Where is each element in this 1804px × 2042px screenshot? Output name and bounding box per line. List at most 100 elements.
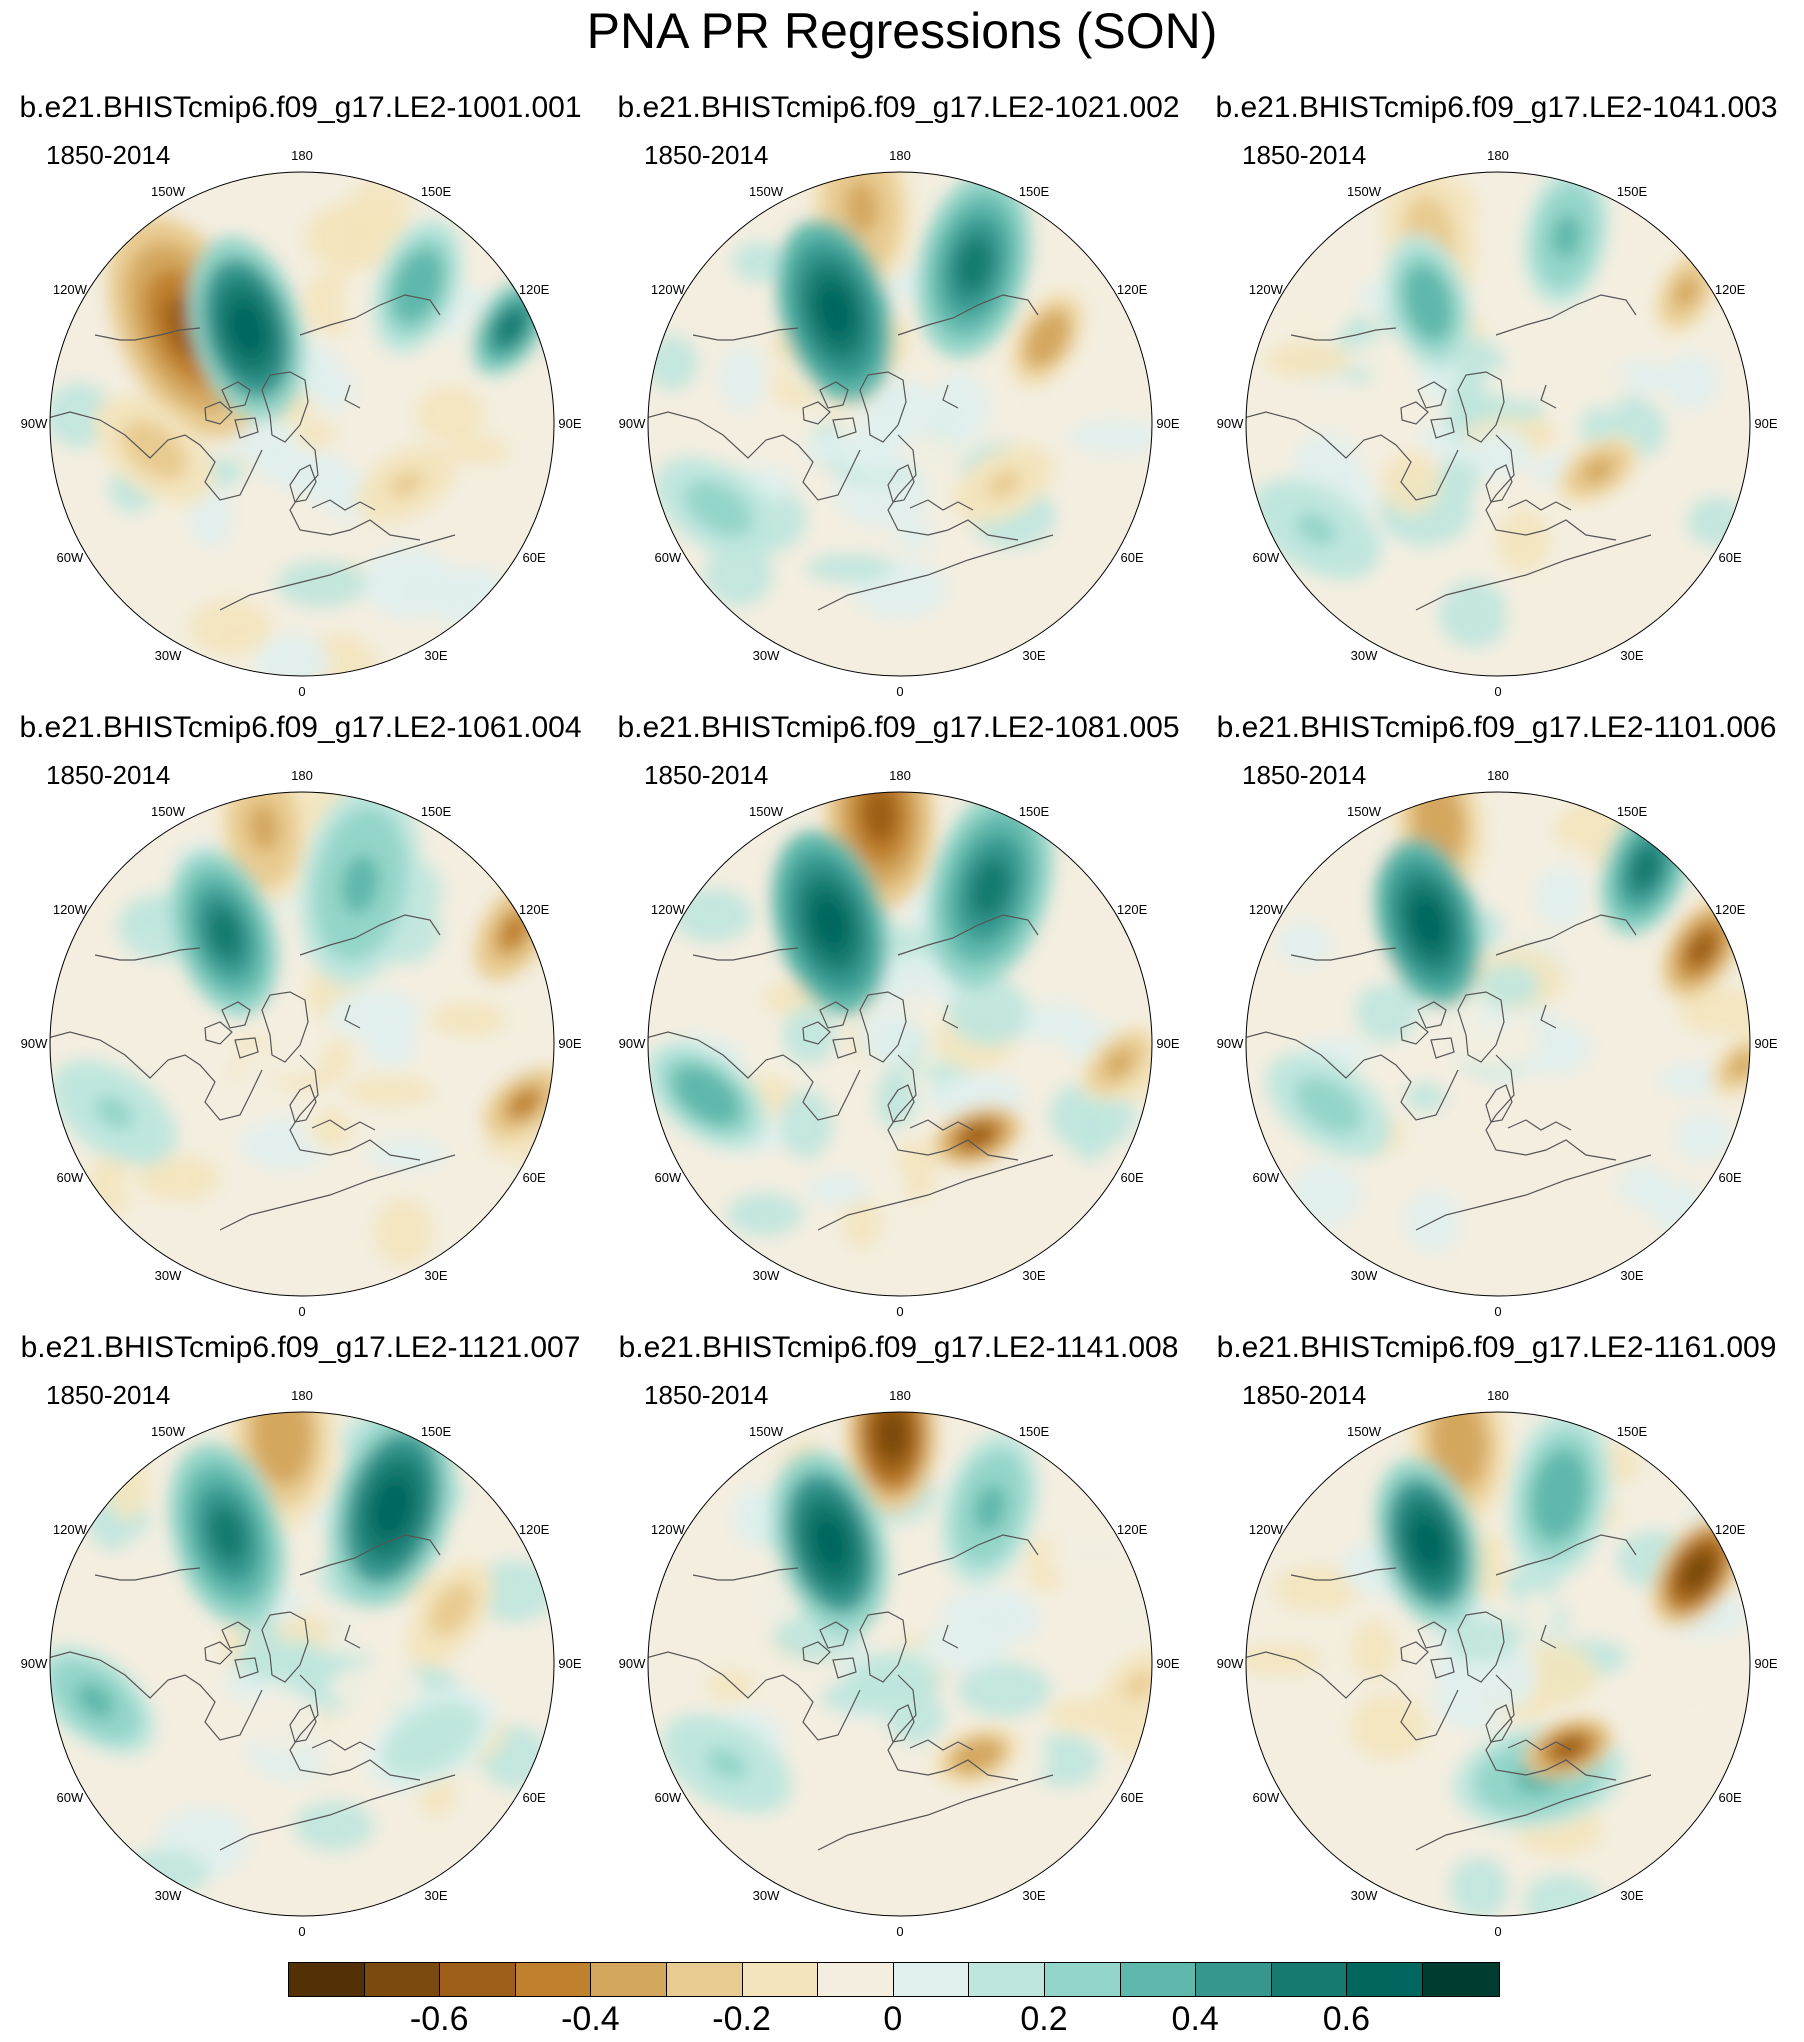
longitude-label: 0 — [298, 684, 306, 699]
coastline — [204, 381, 259, 439]
longitude-label: 90E — [558, 1656, 582, 1671]
map-panel: b.e21.BHISTcmip6.f09_g17.LE2-1061.004 185… — [0, 710, 601, 1330]
coastline — [1495, 294, 1637, 336]
coastline — [1246, 1651, 1459, 1741]
case-title: b.e21.BHISTcmip6.f09_g17.LE2-1101.006 — [1216, 711, 1777, 744]
coastline — [289, 1084, 317, 1123]
coastline — [1495, 914, 1637, 956]
longitude-label: 0 — [1494, 1304, 1502, 1319]
case-title: b.e21.BHISTcmip6.f09_g17.LE2-1001.001 — [19, 91, 582, 124]
coastline — [692, 1567, 799, 1581]
map-panel: b.e21.BHISTcmip6.f09_g17.LE2-1141.008 185… — [598, 1330, 1199, 1950]
coastline — [909, 499, 974, 511]
colorbar-box — [1347, 1963, 1423, 1996]
coastline — [1246, 411, 1459, 501]
longitude-label: 150W — [749, 803, 783, 819]
longitude-label: 120E — [518, 1522, 550, 1537]
longitude-label: 120W — [1248, 902, 1283, 917]
longitude-label: 180 — [291, 1388, 313, 1403]
period-label: 1850-2014 — [46, 140, 171, 170]
longitude-label: 120W — [650, 1522, 685, 1537]
coastline — [1400, 1621, 1455, 1679]
longitude-label: 30W — [752, 648, 780, 664]
longitude-label: 30E — [1022, 648, 1046, 664]
longitude-label: 180 — [291, 148, 313, 163]
coastline — [1507, 499, 1572, 511]
coastline — [817, 534, 1054, 611]
colorbar-box — [1422, 1963, 1499, 1996]
coastline — [897, 294, 1039, 336]
case-title: b.e21.BHISTcmip6.f09_g17.LE2-1061.004 — [19, 711, 582, 744]
case-title: b.e21.BHISTcmip6.f09_g17.LE2-1021.002 — [617, 91, 1180, 124]
coastline — [1507, 1119, 1572, 1131]
longitude-label: 30E — [1620, 648, 1644, 664]
coastline — [1415, 534, 1652, 611]
longitude-label: 30E — [424, 1888, 448, 1904]
period-label: 1850-2014 — [1242, 1380, 1367, 1410]
coastline — [50, 411, 263, 501]
longitude-label: 180 — [889, 1388, 911, 1403]
longitude-label: 180 — [1487, 1388, 1509, 1403]
regression-field — [648, 792, 1152, 1273]
coastline — [859, 1611, 907, 1683]
longitude-label: 180 — [291, 768, 313, 783]
coastline — [289, 434, 421, 541]
coastline — [897, 914, 1039, 956]
map-border — [1245, 171, 1751, 677]
longitude-label: 0 — [1494, 1924, 1502, 1939]
coastline — [887, 1054, 1019, 1161]
coastline — [648, 411, 861, 501]
coastline — [1485, 1674, 1617, 1781]
coastline — [1485, 1054, 1617, 1161]
coastline — [219, 534, 456, 611]
longitude-label: 120E — [1714, 902, 1746, 917]
longitude-label: 30E — [1022, 1888, 1046, 1904]
longitude-label: 180 — [1487, 148, 1509, 163]
coastline — [859, 991, 907, 1063]
coastline — [1485, 464, 1513, 503]
colorbar-box — [1044, 1963, 1121, 1996]
colorbar-box — [364, 1963, 441, 1996]
coastline — [887, 1674, 1019, 1781]
longitude-label: 150W — [151, 183, 185, 199]
map-border — [647, 1411, 1153, 1917]
longitude-label: 120E — [1116, 902, 1148, 917]
longitude-label: 120W — [52, 902, 87, 917]
map-panel: b.e21.BHISTcmip6.f09_g17.LE2-1121.007 185… — [0, 1330, 601, 1950]
coastline — [942, 1624, 959, 1649]
polar-map — [1245, 171, 1751, 677]
longitude-label: 120W — [1248, 1522, 1283, 1537]
polar-map — [1245, 1411, 1751, 1917]
coastline — [692, 947, 799, 961]
coastline — [219, 1154, 456, 1231]
regression-field — [648, 172, 1152, 674]
period-label: 1850-2014 — [46, 1380, 171, 1410]
map-panel: b.e21.BHISTcmip6.f09_g17.LE2-1041.003 185… — [1196, 90, 1797, 710]
case-title: b.e21.BHISTcmip6.f09_g17.LE2-1081.005 — [617, 711, 1180, 744]
coastline — [289, 1704, 317, 1743]
coastline — [50, 1031, 263, 1121]
longitude-label: 180 — [1487, 768, 1509, 783]
longitude-label: 60E — [1120, 1170, 1144, 1185]
coastline — [94, 1567, 201, 1581]
longitude-label: 120W — [650, 902, 685, 917]
colorbar-box — [742, 1963, 819, 1996]
coastline — [648, 1031, 861, 1121]
colorbar-box — [818, 1963, 894, 1996]
longitude-label: 90W — [1216, 1036, 1244, 1051]
longitude-label: 90E — [1754, 1656, 1778, 1671]
colorbar-tick-label: 0 — [883, 2000, 903, 2038]
coastline — [1485, 1084, 1513, 1123]
colorbar-box — [1196, 1963, 1272, 1996]
period-label: 1850-2014 — [644, 140, 769, 170]
longitude-label: 60W — [654, 1170, 682, 1185]
longitude-label: 150W — [1347, 1423, 1381, 1439]
coastline — [299, 294, 441, 336]
map-panel: b.e21.BHISTcmip6.f09_g17.LE2-1001.001 185… — [0, 90, 601, 710]
colorbar-box — [666, 1963, 743, 1996]
longitude-label: 90E — [558, 1036, 582, 1051]
coastline — [1540, 1004, 1557, 1029]
longitude-label: 150E — [1018, 1423, 1050, 1439]
coastline — [897, 1534, 1039, 1576]
longitude-label: 30E — [1620, 1888, 1644, 1904]
